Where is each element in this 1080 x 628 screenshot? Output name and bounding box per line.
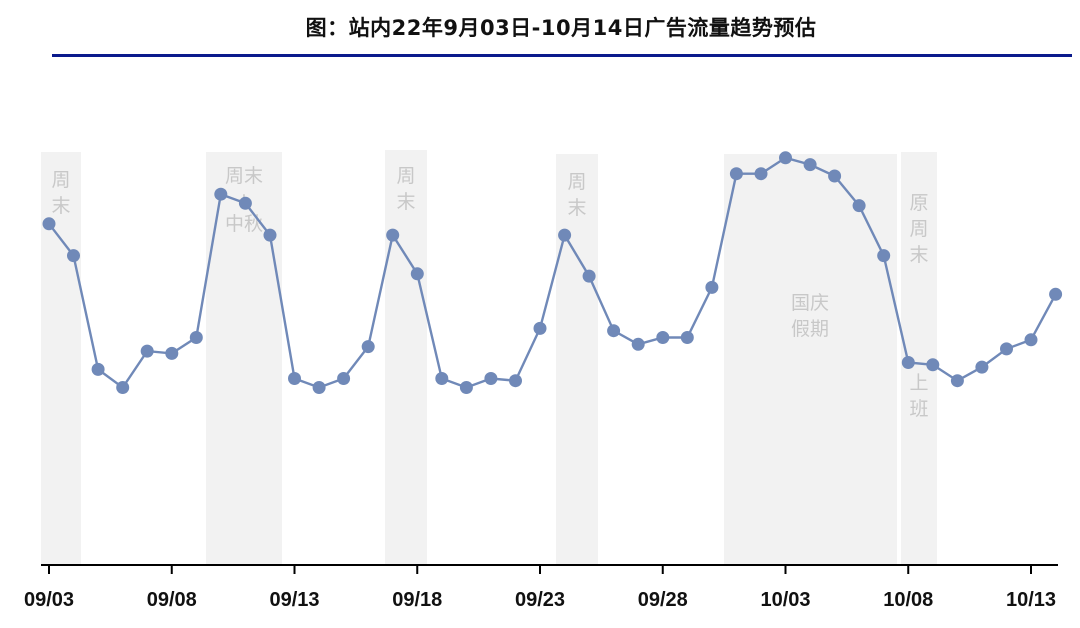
data-point-09-13 xyxy=(288,372,301,385)
x-tick-label: 09/23 xyxy=(515,589,565,611)
series-line xyxy=(48,156,1057,390)
data-point-09-22 xyxy=(509,374,522,388)
data-point-10-12 xyxy=(1000,342,1013,356)
x-axis-ticks: 09/03 09/08 09/13 09/18 09/23 09/28 10/03 10/08… xyxy=(24,565,1056,611)
x-tick-label: 09/03 xyxy=(24,589,74,611)
band-label: 国庆假期 xyxy=(791,292,829,340)
data-point-09-06 xyxy=(116,381,130,394)
data-point-09-07 xyxy=(140,344,154,358)
data-point-09-16 xyxy=(361,340,375,354)
data-point-10-06 xyxy=(852,199,866,213)
data-point-09-19 xyxy=(435,372,449,385)
data-point-09-21 xyxy=(484,372,498,385)
data-point-10-03 xyxy=(779,151,792,165)
x-tick-label: 10/08 xyxy=(883,589,933,611)
data-point-09-08 xyxy=(165,346,179,360)
x-tick-label: 09/28 xyxy=(638,589,688,611)
data-point-10-11 xyxy=(975,360,989,374)
data-point-10-08 xyxy=(901,356,915,369)
band-weekend-0917 xyxy=(385,150,427,564)
data-point-09-27 xyxy=(631,337,645,351)
data-point-09-24 xyxy=(558,228,572,242)
data-point-10-10 xyxy=(950,374,964,388)
data-point-10-04 xyxy=(803,158,817,172)
data-point-09-15 xyxy=(337,372,351,385)
series-line-path xyxy=(48,156,1057,390)
chart-title: 图：站内22年9月03日-10月14日广告流量趋势预估 xyxy=(305,16,817,40)
data-point-09-28 xyxy=(656,331,670,344)
band-label: 周末 xyxy=(51,169,70,217)
data-point-09-17 xyxy=(386,228,400,242)
band-label: 周末 xyxy=(396,165,415,213)
data-point-10-09 xyxy=(926,358,940,372)
data-point-09-05 xyxy=(91,362,105,376)
x-tick-label: 09/13 xyxy=(269,589,319,611)
data-point-09-26 xyxy=(607,324,621,338)
band-label: 原周末 xyxy=(909,192,928,266)
series-points xyxy=(42,151,1063,394)
x-tick-label: 09/08 xyxy=(147,589,197,611)
data-point-10-13 xyxy=(1024,333,1038,347)
data-point-09-14 xyxy=(312,381,326,394)
x-tick-label: 09/18 xyxy=(392,589,442,611)
data-point-09-29 xyxy=(680,331,694,344)
data-point-09-18 xyxy=(410,267,424,281)
data-point-09-04 xyxy=(67,249,80,263)
band-weekend-midautumn xyxy=(206,152,282,564)
x-tick-label: 10/03 xyxy=(760,589,810,611)
band-weekend-0924 xyxy=(556,154,598,564)
band-national-day xyxy=(724,154,897,564)
data-point-09-03 xyxy=(42,217,56,231)
data-point-09-25 xyxy=(582,269,596,283)
data-point-10-02 xyxy=(754,167,768,181)
data-point-09-10 xyxy=(214,187,228,201)
data-point-10-01 xyxy=(729,167,743,181)
data-point-09-20 xyxy=(459,381,473,394)
data-point-10-05 xyxy=(828,169,842,183)
band-label: 周末 xyxy=(567,171,586,219)
data-point-09-12 xyxy=(263,228,277,242)
data-point-09-30 xyxy=(705,280,719,294)
x-tick-label: 10/13 xyxy=(1006,589,1056,611)
data-point-09-09 xyxy=(189,331,203,344)
band-label: 上班 xyxy=(909,372,928,420)
data-point-09-23 xyxy=(533,321,547,335)
title-divider xyxy=(52,54,1072,57)
data-point-10-14 xyxy=(1049,287,1063,301)
data-point-10-07 xyxy=(877,249,891,263)
data-point-09-11 xyxy=(238,196,252,210)
